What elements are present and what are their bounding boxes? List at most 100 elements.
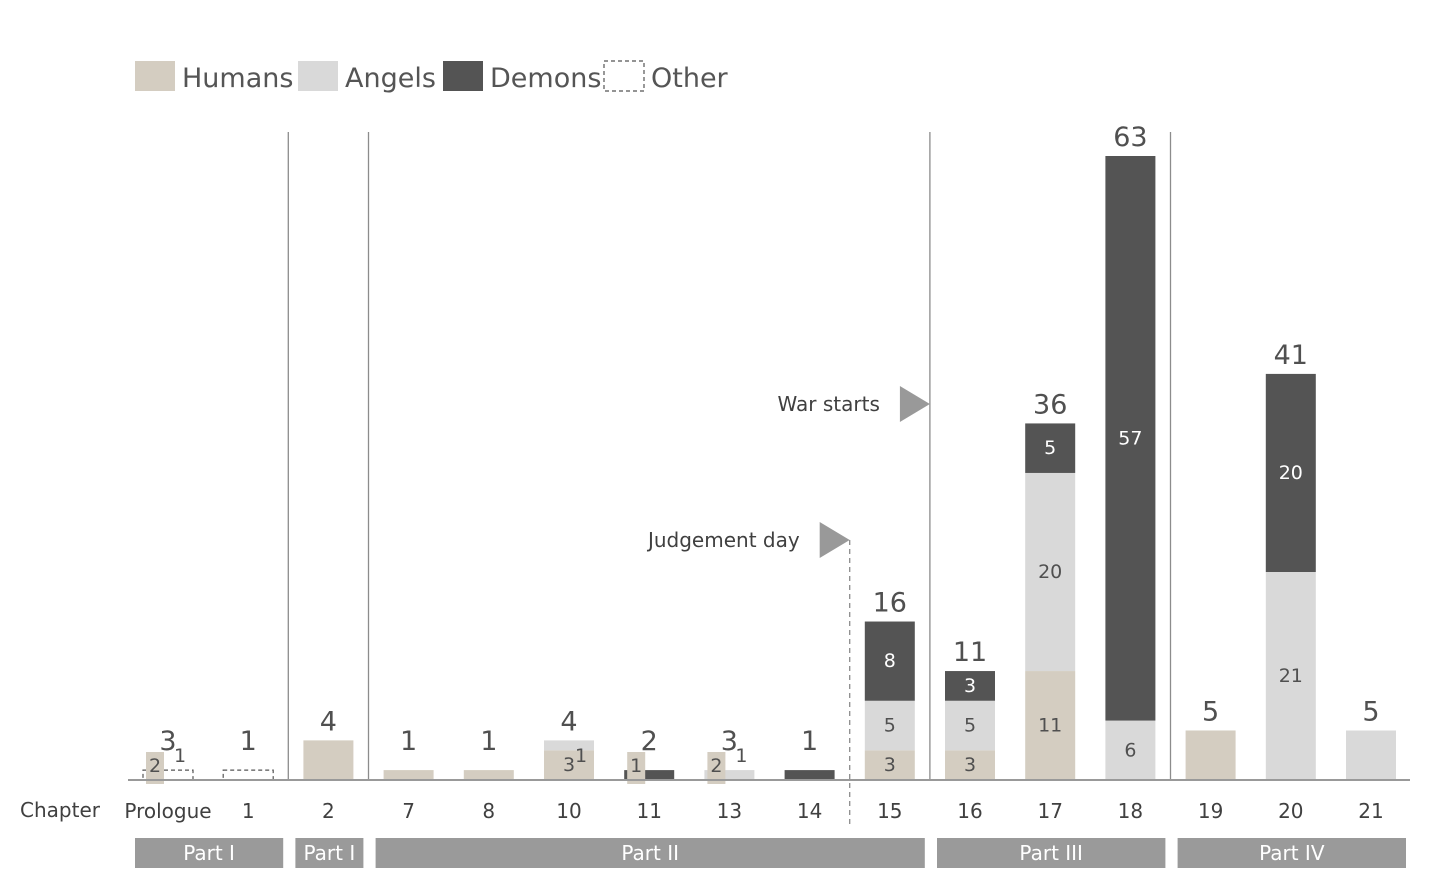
total-label-21: 5 [1362,696,1379,727]
total-label-17: 36 [1033,389,1067,420]
event-flag-judgement-day [819,522,850,558]
segment-label-demons-16: 3 [964,675,976,697]
segment-label-demons-17: 5 [1044,437,1056,459]
legend-swatch-other [603,60,645,92]
part-dividers [287,132,1172,780]
total-label-prologue: 3 [159,726,176,757]
tick-label-13: 13 [717,799,742,823]
total-label-16: 11 [953,637,987,668]
segment-label-angels-17: 20 [1038,561,1062,583]
segment-label-humans-prologue: 2 [149,755,161,777]
tick-label-14: 14 [797,799,822,823]
tick-label-18: 18 [1118,799,1143,823]
segment-label-humans-17: 11 [1038,715,1062,737]
bar-segment-angels-13 [704,770,755,780]
tick-label-21: 21 [1358,799,1383,823]
bar-marker-humans-13 [707,752,726,784]
part-band-2 [295,838,364,868]
event-markers: Judgement day War starts [646,386,930,828]
event-label-judgement-day: Judgement day [646,528,800,552]
tick-label-17: 17 [1037,799,1062,823]
segment-label-humans-11: 1 [630,755,642,777]
legend-label-humans: Humans [182,63,293,94]
tick-label-prologue: Prologue [124,799,211,823]
bar-segment-demons-15 [864,621,915,701]
tick-label-19: 19 [1198,799,1223,823]
part-band-1 [135,838,284,868]
bar-segment-angels-20 [1265,572,1316,780]
legend-label-demons: Demons [490,63,601,94]
part-label-2: Part I [304,841,356,865]
part-label-1: Part I [183,841,235,865]
segment-label-demons-20: 20 [1279,462,1303,484]
bar-marker-humans-prologue [146,752,164,784]
bar-segment-humans-8 [463,770,514,780]
tick-label-1: 1 [242,799,255,823]
legend-swatch-demons [443,61,483,91]
tick-label-16: 16 [957,799,982,823]
segment-label-demons-15: 8 [884,650,896,672]
event-flag-war-starts [899,386,930,422]
bar-segment-demons-20 [1265,373,1316,572]
segment-label-demons-18: 57 [1118,427,1142,449]
total-label-8: 1 [480,726,497,757]
part-label-5: Part IV [1259,841,1325,865]
bar-segment-demons-11 [624,770,675,780]
segment-label-angels-16: 5 [964,715,976,737]
segment-label-angels-15: 5 [884,715,896,737]
tick-label-8: 8 [482,799,495,823]
bar-segment-demons-16 [945,671,995,701]
total-label-20: 41 [1274,340,1308,371]
part-band-5 [1177,838,1406,868]
bar-segment-demons-14 [784,770,835,780]
tick-label-20: 20 [1278,799,1303,823]
event-label-war-starts: War starts [778,392,880,416]
tick-label-11: 11 [636,799,661,823]
part-label-3: Part II [621,841,679,865]
total-label-1: 1 [240,726,257,757]
segment-label-angels-10: 1 [575,745,587,767]
bar-segment-angels-18 [1105,720,1156,780]
bar-segment-humans-2 [303,740,354,780]
segment-label-demons-11: 1 [655,745,667,767]
x-axis-title: Chapter [20,798,101,822]
legend: Humans Angels Demons Other [135,60,729,94]
segment-label-other-prologue: 1 [174,745,186,767]
tick-label-7: 7 [402,799,415,823]
legend-swatch-humans [135,61,175,91]
bar-segment-angels-10 [544,740,594,751]
legend-swatch-angels [298,61,338,91]
total-label-14: 1 [801,726,818,757]
total-label-7: 1 [400,726,417,757]
bar-segment-humans-19 [1185,730,1236,780]
segment-label-angels-20: 21 [1279,665,1303,687]
total-label-10: 4 [560,706,577,737]
tick-label-2: 2 [322,799,335,823]
tick-label-15: 15 [877,799,902,823]
bar-segment-humans-17 [1025,671,1076,780]
total-label-2: 4 [320,706,337,737]
part-band-3 [375,838,925,868]
total-label-18: 63 [1113,122,1147,153]
total-label-11: 2 [641,726,658,757]
x-axis-ticks: Prologue 1 2 7 8 10 11 13 14 15 16 17 18 19 20 21 [124,799,1383,823]
segment-label-humans-10: 3 [563,754,575,776]
total-label-19: 5 [1202,696,1219,727]
bar-marker-humans-11 [627,752,646,784]
part-bands: Part I Part I Part II Part III Part IV [135,838,1406,868]
total-label-13: 3 [721,726,738,757]
legend-label-other: Other [651,63,729,94]
bar-segment-humans-15 [864,750,915,780]
segment-label-angels-13: 1 [735,745,747,767]
bar-segment-demons-18 [1105,156,1156,721]
bar-segment-angels-16 [945,700,995,751]
legend-label-angels: Angels [345,63,436,94]
tick-label-10: 10 [556,799,581,823]
part-band-4 [937,838,1166,868]
part-label-4: Part III [1019,841,1083,865]
bar-segment-humans-7 [383,770,434,780]
segment-label-angels-18: 6 [1124,739,1136,761]
bar-segment-humans-16 [945,750,995,780]
